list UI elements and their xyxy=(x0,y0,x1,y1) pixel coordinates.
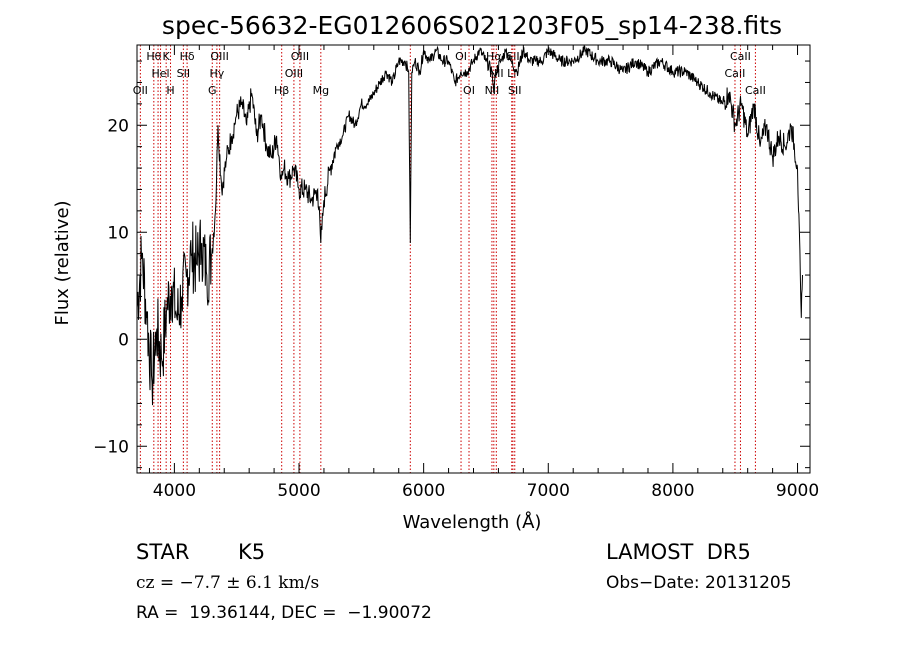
y-tick-label-20: 20 xyxy=(107,116,129,136)
survey-name: LAMOST DR5 xyxy=(606,540,751,564)
spectral-line-label-5: H xyxy=(166,84,174,97)
spectral-line-label-0: OII xyxy=(133,84,148,97)
spectral-line-label-8: G xyxy=(208,84,217,97)
observation-date: Obs−Date: 20131205 xyxy=(606,573,792,593)
chart-title: spec-56632-EG012606S021203F05_sp14-238.f… xyxy=(162,11,782,40)
spectral-line-label-4: K xyxy=(163,50,171,63)
spectral-line-label-7: Hδ xyxy=(180,50,195,63)
spectral-line-label-9: Hγ xyxy=(209,67,224,80)
x-tick-label-5000: 5000 xyxy=(277,481,320,501)
axes: 4000 5000 6000 7000 8000 9000 −10 0 10 20 xyxy=(93,44,819,501)
spectral-line-label-26: CaII xyxy=(745,84,766,97)
x-tick-label-9000: 9000 xyxy=(776,481,819,501)
spectral-line-label-22: SII xyxy=(506,50,519,63)
ra-dec-coordinates: RA = 19.36144, DEC = −1.90072 xyxy=(136,603,432,623)
spectral-line-label-1: Hθ xyxy=(146,50,161,63)
spectrum-line xyxy=(136,45,803,406)
y-tick-label-0: 0 xyxy=(118,330,129,350)
y-axis-label: Flux (relative) xyxy=(52,200,73,325)
spectral-line-label-16: OI xyxy=(455,50,467,63)
spectral-line-label-19: Hα xyxy=(486,50,502,63)
spectral-line-label-3: Hel xyxy=(152,67,170,80)
y-tick-label--10: −10 xyxy=(93,437,129,457)
spectral-line-label-14: Mg xyxy=(313,84,329,97)
spectral-line-label-18: NII xyxy=(485,84,500,97)
x-tick-label-8000: 8000 xyxy=(651,481,694,501)
spectral-line-label-10: OIII xyxy=(210,50,228,63)
spectral-line-label-23: SII xyxy=(508,84,521,97)
spectral-line-label-24: CaII xyxy=(725,67,746,80)
x-axis-label: Wavelength (Å) xyxy=(403,511,542,533)
object-subclass: K5 xyxy=(238,540,266,564)
spectral-line-label-11: Hβ xyxy=(274,84,289,97)
spectral-line-label-6: SII xyxy=(177,67,190,80)
x-tick-label-4000: 4000 xyxy=(153,481,196,501)
spectral-line-label-13: OIII xyxy=(291,50,309,63)
object-class: STAR xyxy=(136,540,190,564)
spectral-line-label-12: OIII xyxy=(285,67,303,80)
spectral-line-label-25: CaII xyxy=(730,50,751,63)
x-tick-label-7000: 7000 xyxy=(527,481,570,501)
spectral-line-label-17: OI xyxy=(463,84,475,97)
spectrum-series xyxy=(136,45,803,406)
x-tick-label-6000: 6000 xyxy=(402,481,445,501)
redshift-cz: cz = −7.7 ± 6.1 km/s xyxy=(136,573,320,593)
spectral-line-label-21: Li xyxy=(507,67,516,80)
y-tick-label-10: 10 xyxy=(107,223,129,243)
